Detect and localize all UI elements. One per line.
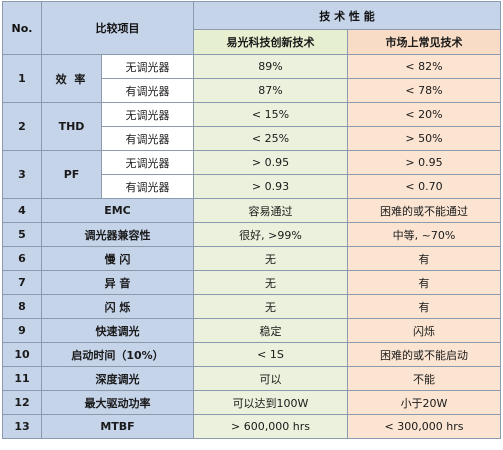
table-row: 3 PF 无调光器 > 0.95 > 0.95: [2, 150, 501, 199]
row-ours-value: 容易通过: [193, 198, 348, 223]
row-sub-item: 无调光器: [101, 54, 194, 79]
table-row: 9 快速调光 稳定 闪烁: [2, 318, 501, 343]
row-ours-value: > 0.93: [193, 174, 348, 199]
row-market-value: 有: [347, 270, 501, 295]
table-row: 8 闪 烁 无 有: [2, 294, 501, 319]
row-ours-value: 无: [193, 294, 348, 319]
row-market-value: 困难的或不能启动: [347, 342, 501, 367]
row-number: 10: [2, 342, 42, 367]
row-market-value: < 0.70: [347, 174, 501, 199]
row-item-name: 效 率: [41, 54, 102, 103]
row-market-value: < 78%: [347, 78, 501, 103]
row-market-value: 有: [347, 294, 501, 319]
row-item-name: 闪 烁: [41, 294, 194, 319]
row-item-name: 异 音: [41, 270, 194, 295]
row-market-value: 有: [347, 246, 501, 271]
table-row: 12 最大驱动功率 可以达到100W 小于20W: [2, 390, 501, 415]
table-row: 4 EMC 容易通过 困难的或不能通过: [2, 198, 501, 223]
row-item-name: 启动时间（10%）: [41, 342, 194, 367]
header-no: No.: [2, 1, 42, 55]
row-ours-value: 87%: [193, 78, 348, 103]
row-number: 5: [2, 222, 42, 247]
row-sub-item: 无调光器: [101, 150, 194, 175]
row-number: 2: [2, 102, 42, 151]
table-row: 11 深度调光 可以 不能: [2, 366, 501, 391]
comparison-table: No. 比较项目 技 术 性 能 易光科技创新技术 市场上常见技术 1 效 率 …: [2, 1, 501, 439]
row-number: 8: [2, 294, 42, 319]
table-row: 7 异 音 无 有: [2, 270, 501, 295]
row-item-name: MTBF: [41, 414, 194, 439]
row-ours-value: 很好, >99%: [193, 222, 348, 247]
row-ours-value: 无: [193, 270, 348, 295]
table-row: 13 MTBF > 600,000 hrs < 300,000 hrs: [2, 414, 501, 439]
row-market-value: < 20%: [347, 102, 501, 127]
row-ours-value: < 1S: [193, 342, 348, 367]
row-number: 11: [2, 366, 42, 391]
table-row: 1 效 率 无调光器 89% < 82%: [2, 54, 501, 103]
row-ours-value: 可以达到100W: [193, 390, 348, 415]
row-market-value: 中等, ~70%: [347, 222, 501, 247]
table-row: 有调光器 87% < 78%: [3, 78, 501, 103]
row-item-name: EMC: [41, 198, 194, 223]
row-item-name: THD: [41, 102, 102, 151]
row-market-value: > 0.95: [347, 150, 501, 175]
table-row: 5 调光器兼容性 很好, >99% 中等, ~70%: [2, 222, 501, 247]
row-market-value: < 300,000 hrs: [347, 414, 501, 439]
header-market: 市场上常见技术: [347, 29, 501, 55]
row-sub-item: 无调光器: [101, 102, 194, 127]
row-market-value: > 50%: [347, 126, 501, 151]
row-market-value: 小于20W: [347, 390, 501, 415]
table-row: 有调光器 < 25% > 50%: [3, 126, 501, 151]
header-perf: 技 术 性 能: [193, 1, 501, 30]
table-row: 有调光器 > 0.93 < 0.70: [3, 174, 501, 199]
row-ours-value: 可以: [193, 366, 348, 391]
row-ours-value: < 25%: [193, 126, 348, 151]
table-row: 10 启动时间（10%） < 1S 困难的或不能启动: [2, 342, 501, 367]
row-number: 4: [2, 198, 42, 223]
row-ours-value: 无: [193, 246, 348, 271]
header-ours: 易光科技创新技术: [193, 29, 348, 55]
row-number: 3: [2, 150, 42, 199]
row-item-name: 慢 闪: [41, 246, 194, 271]
row-number: 9: [2, 318, 42, 343]
row-market-value: 不能: [347, 366, 501, 391]
row-ours-value: 稳定: [193, 318, 348, 343]
row-number: 13: [2, 414, 42, 439]
row-market-value: 闪烁: [347, 318, 501, 343]
row-number: 7: [2, 270, 42, 295]
row-item-name: 快速调光: [41, 318, 194, 343]
row-market-value: < 82%: [347, 54, 501, 79]
row-market-value: 困难的或不能通过: [347, 198, 501, 223]
table-row: 2 THD 无调光器 < 15% < 20%: [2, 102, 501, 151]
header-item: 比较项目: [41, 1, 194, 55]
row-item-name: 调光器兼容性: [41, 222, 194, 247]
row-sub-item: 有调光器: [101, 126, 194, 151]
row-number: 6: [2, 246, 42, 271]
header-row-1: No. 比较项目 技 术 性 能: [2, 1, 501, 55]
row-ours-value: > 0.95: [193, 150, 348, 175]
row-number: 12: [2, 390, 42, 415]
row-ours-value: 89%: [193, 54, 348, 79]
row-item-name: 深度调光: [41, 366, 194, 391]
row-ours-value: < 15%: [193, 102, 348, 127]
row-item-name: 最大驱动功率: [41, 390, 194, 415]
row-ours-value: > 600,000 hrs: [193, 414, 348, 439]
table-row: 6 慢 闪 无 有: [2, 246, 501, 271]
row-sub-item: 有调光器: [101, 174, 194, 199]
row-item-name: PF: [41, 150, 102, 199]
row-sub-item: 有调光器: [101, 78, 194, 103]
row-number: 1: [2, 54, 42, 103]
header-row-2: 易光科技创新技术 市场上常见技术: [3, 29, 501, 55]
